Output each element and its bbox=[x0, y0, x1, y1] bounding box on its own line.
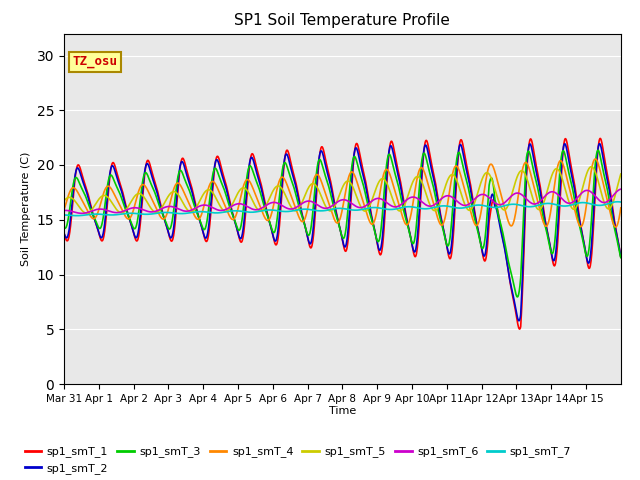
sp1_smT_4 bbox=[474, 222, 481, 228]
sp1_smT_6 bbox=[78, 210, 86, 216]
sp1_smT_1 bbox=[516, 326, 524, 332]
sp1_smT_2 bbox=[60, 230, 68, 236]
sp1_smT_7 bbox=[614, 199, 621, 204]
X-axis label: Time: Time bbox=[329, 407, 356, 417]
sp1_smT_2 bbox=[147, 170, 155, 176]
Line: sp1_smT_3: sp1_smT_3 bbox=[64, 150, 621, 297]
sp1_smT_4 bbox=[610, 222, 618, 228]
sp1_smT_5 bbox=[611, 195, 618, 201]
Legend: sp1_smT_1, sp1_smT_2, sp1_smT_3, sp1_smT_4, sp1_smT_5, sp1_smT_6, sp1_smT_7: sp1_smT_1, sp1_smT_2, sp1_smT_3, sp1_smT… bbox=[20, 442, 575, 479]
sp1_smT_6 bbox=[556, 193, 563, 199]
Line: sp1_smT_6: sp1_smT_6 bbox=[64, 189, 621, 213]
sp1_smT_7 bbox=[556, 203, 563, 208]
sp1_smT_3 bbox=[147, 181, 155, 187]
sp1_smT_6 bbox=[328, 203, 336, 209]
sp1_smT_2 bbox=[474, 225, 481, 230]
sp1_smT_6 bbox=[617, 186, 625, 192]
sp1_smT_3 bbox=[328, 196, 335, 202]
sp1_smT_3 bbox=[474, 227, 481, 233]
sp1_smT_1 bbox=[328, 184, 335, 190]
sp1_smT_3 bbox=[60, 225, 68, 230]
sp1_smT_4 bbox=[591, 156, 599, 162]
sp1_smT_3 bbox=[617, 255, 625, 261]
sp1_smT_5 bbox=[148, 206, 156, 212]
sp1_smT_3 bbox=[513, 294, 521, 300]
Line: sp1_smT_5: sp1_smT_5 bbox=[64, 167, 621, 213]
sp1_smT_2 bbox=[317, 148, 325, 154]
sp1_smT_2 bbox=[515, 318, 523, 324]
sp1_smT_7 bbox=[60, 212, 68, 218]
sp1_smT_6 bbox=[474, 193, 482, 199]
sp1_smT_2 bbox=[596, 141, 604, 146]
sp1_smT_5 bbox=[60, 198, 68, 204]
Y-axis label: Soil Temperature (C): Soil Temperature (C) bbox=[21, 152, 31, 266]
sp1_smT_6 bbox=[60, 207, 68, 213]
sp1_smT_1 bbox=[474, 224, 481, 230]
sp1_smT_1 bbox=[317, 144, 325, 150]
sp1_smT_3 bbox=[317, 159, 325, 165]
sp1_smT_5 bbox=[617, 171, 625, 177]
sp1_smT_5 bbox=[556, 168, 563, 174]
sp1_smT_2 bbox=[556, 195, 563, 201]
sp1_smT_4 bbox=[556, 159, 563, 165]
sp1_smT_7 bbox=[610, 199, 618, 205]
sp1_smT_4 bbox=[60, 207, 68, 213]
sp1_smT_3 bbox=[611, 225, 618, 230]
Line: sp1_smT_2: sp1_smT_2 bbox=[64, 144, 621, 321]
sp1_smT_1 bbox=[617, 254, 625, 260]
sp1_smT_1 bbox=[556, 207, 563, 213]
sp1_smT_1 bbox=[596, 135, 604, 141]
sp1_smT_7 bbox=[317, 208, 325, 214]
sp1_smT_5 bbox=[317, 194, 325, 200]
sp1_smT_5 bbox=[588, 164, 595, 169]
sp1_smT_1 bbox=[611, 216, 618, 222]
sp1_smT_6 bbox=[148, 209, 156, 215]
sp1_smT_2 bbox=[617, 254, 625, 260]
sp1_smT_4 bbox=[328, 209, 335, 215]
Text: TZ_osu: TZ_osu bbox=[72, 56, 117, 69]
sp1_smT_4 bbox=[612, 224, 620, 230]
sp1_smT_7 bbox=[328, 206, 336, 212]
sp1_smT_4 bbox=[617, 205, 625, 211]
sp1_smT_1 bbox=[60, 230, 68, 236]
sp1_smT_6 bbox=[610, 192, 618, 198]
sp1_smT_5 bbox=[83, 210, 90, 216]
sp1_smT_5 bbox=[328, 207, 336, 213]
sp1_smT_5 bbox=[474, 190, 482, 195]
sp1_smT_7 bbox=[148, 211, 156, 217]
sp1_smT_2 bbox=[611, 219, 618, 225]
sp1_smT_4 bbox=[317, 178, 325, 184]
sp1_smT_7 bbox=[474, 202, 482, 208]
sp1_smT_3 bbox=[556, 173, 563, 179]
sp1_smT_6 bbox=[317, 204, 325, 210]
Title: SP1 Soil Temperature Profile: SP1 Soil Temperature Profile bbox=[234, 13, 451, 28]
sp1_smT_7 bbox=[73, 213, 81, 218]
Line: sp1_smT_4: sp1_smT_4 bbox=[64, 159, 621, 227]
sp1_smT_4 bbox=[147, 194, 155, 200]
sp1_smT_3 bbox=[594, 147, 602, 153]
Line: sp1_smT_1: sp1_smT_1 bbox=[64, 138, 621, 329]
sp1_smT_2 bbox=[328, 188, 335, 194]
sp1_smT_1 bbox=[147, 166, 155, 171]
sp1_smT_7 bbox=[617, 199, 625, 205]
Line: sp1_smT_7: sp1_smT_7 bbox=[64, 202, 621, 216]
